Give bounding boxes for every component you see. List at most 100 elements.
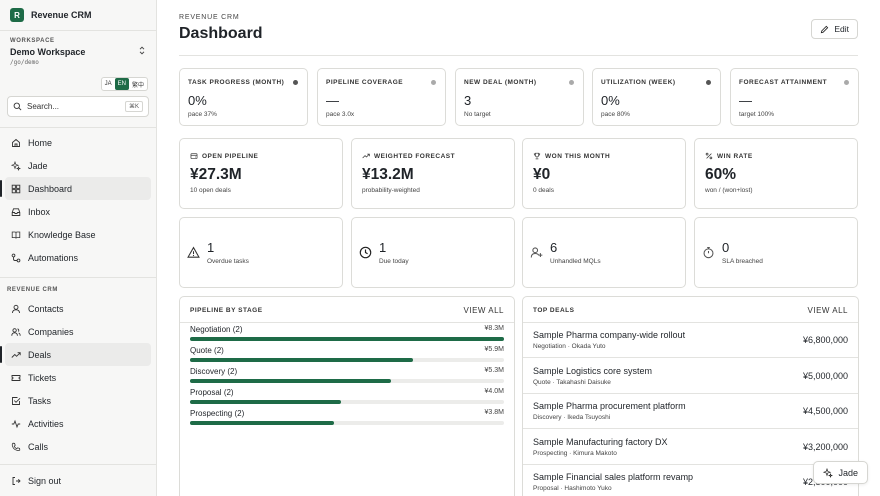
metric-value: 60% — [705, 166, 737, 183]
sidebar-item-label: Tickets — [28, 372, 57, 383]
sidebar-item-dashboard[interactable]: Dashboard — [0, 177, 151, 200]
sidebar-item-label: Tasks — [28, 395, 52, 406]
language-option[interactable]: JA — [104, 81, 112, 87]
metric-subtext: 0 deals — [533, 187, 554, 194]
metric-subtext: won / (won+lost) — [705, 187, 753, 194]
pipeline-stage-row[interactable]: Discovery (2) ¥5.3M — [190, 367, 504, 385]
sign-out-label: Sign out — [28, 475, 62, 486]
sidebar-item-deals[interactable]: Deals — [0, 343, 151, 366]
flow-icon — [11, 253, 21, 262]
sign-out-button[interactable]: Sign out — [0, 464, 156, 496]
percent-icon — [705, 152, 713, 160]
kpi-value: 0% — [601, 93, 620, 108]
stage-label: Quote — [190, 346, 212, 355]
panel-title: TOP DEALS — [533, 307, 575, 314]
assistant-button[interactable]: Jade — [813, 461, 868, 484]
kpi-value: 0% — [188, 93, 207, 108]
kpi-label: TASK PROGRESS (MONTH) — [188, 79, 285, 86]
user-icon — [12, 304, 20, 313]
metric-label-text: WON THIS MONTH — [545, 152, 611, 160]
inbox-icon — [11, 207, 21, 216]
alert-subtext: Unhandled MQLs — [550, 258, 601, 265]
search-input[interactable]: Search... — [27, 102, 60, 111]
kpi-value: 3 — [464, 93, 472, 108]
kpi-label: PIPELINE COVERAGE — [326, 79, 404, 86]
alert-card[interactable]: 1 Due today — [351, 217, 515, 288]
alert-card[interactable]: 0 SLA breached — [694, 217, 858, 288]
sidebar-item-contacts[interactable]: Contacts — [5, 297, 151, 320]
metric-value: ¥0 — [533, 166, 551, 183]
language-option[interactable]: EN — [114, 78, 129, 90]
sidebar-item-tasks[interactable]: Tasks — [5, 389, 151, 412]
pencil-icon — [821, 25, 829, 33]
alert-value: 1 — [207, 240, 215, 255]
sidebar-item-label: Jade — [28, 160, 48, 171]
book-icon — [11, 231, 21, 239]
sparkle-icon — [823, 467, 834, 478]
sidebar-item-activities[interactable]: Activities — [5, 412, 151, 435]
deal-amount: ¥3,200,000 — [802, 441, 848, 452]
search-box[interactable]: Search... ⌘K — [7, 96, 149, 117]
sidebar-item-jade[interactable]: Jade — [5, 154, 151, 177]
kpi-card: UTILIZATION (WEEK) 0% pace 80% — [592, 68, 721, 126]
workspace-switcher[interactable]: WORKSPACE Demo Workspace /go/demo — [0, 31, 156, 69]
search-icon — [13, 102, 22, 111]
sidebar-item-automations[interactable]: Automations — [5, 246, 151, 269]
assistant-label: Jade — [838, 467, 858, 478]
edit-button[interactable]: Edit — [811, 19, 858, 39]
status-dot — [706, 80, 711, 85]
workspace-label: WORKSPACE — [10, 38, 55, 44]
metric-label-text: OPEN PIPELINE — [202, 152, 259, 160]
pipeline-stage-row[interactable]: Proposal (2) ¥4.0M — [190, 388, 504, 406]
metric-label-text: WEIGHTED FORECAST — [374, 152, 456, 160]
wallet-icon — [190, 153, 198, 159]
panel-header: PIPELINE BY STAGE VIEW ALL — [180, 297, 514, 323]
pipeline-stage-row[interactable]: Negotiation (2) ¥8.3M — [190, 325, 504, 343]
stage-amount: ¥3.8M — [484, 409, 504, 416]
sidebar-item-home[interactable]: Home — [5, 131, 151, 154]
deal-row[interactable]: Sample Pharma procurement platform Discov… — [523, 394, 858, 429]
warning-icon — [187, 246, 200, 258]
stage-bar-fill — [190, 337, 504, 341]
language-option[interactable]: 繁中 — [131, 82, 144, 89]
stage-count: (2) — [223, 388, 234, 397]
metric-card: OPEN PIPELINE ¥27.3M 10 open deals — [179, 138, 343, 209]
logout-icon — [12, 476, 21, 485]
stage-count: (2) — [234, 409, 245, 418]
deal-row[interactable]: Sample Financial sales platform revamp Pr… — [523, 465, 858, 496]
trend-up-icon — [362, 153, 370, 159]
trophy-icon — [533, 152, 541, 160]
view-all-link[interactable]: VIEW ALL — [807, 306, 848, 315]
sidebar-item-knowledge-base[interactable]: Knowledge Base — [5, 223, 151, 246]
stage-bar-track — [190, 400, 504, 404]
deal-row[interactable]: Sample Logistics core system Quote · Taka… — [523, 359, 858, 394]
pipeline-stage-row[interactable]: Prospecting (2) ¥3.8M — [190, 409, 504, 427]
users-icon — [11, 327, 21, 336]
sidebar-item-companies[interactable]: Companies — [5, 320, 151, 343]
kpi-subtext: target 100% — [739, 111, 775, 118]
alert-card[interactable]: 6 Unhandled MQLs — [522, 217, 686, 288]
panel-title: PIPELINE BY STAGE — [190, 307, 263, 314]
metric-card: WEIGHTED FORECAST ¥13.2M probability-weigh… — [351, 138, 515, 209]
alert-card[interactable]: 1 Overdue tasks — [179, 217, 343, 288]
pipeline-stage-row[interactable]: Quote (2) ¥5.9M — [190, 346, 504, 364]
deal-row[interactable]: Sample Pharma company-wide rollout Negoti… — [523, 323, 858, 358]
status-dot — [844, 80, 849, 85]
deal-row[interactable]: Sample Manufacturing factory DX Prospecti… — [523, 430, 858, 465]
sidebar-item-inbox[interactable]: Inbox — [5, 200, 151, 223]
sidebar-item-label: Activities — [28, 418, 64, 429]
workspace-name: Demo Workspace — [10, 47, 86, 57]
kpi-label: FORECAST ATTAINMENT — [739, 79, 828, 86]
sidebar-item-calls[interactable]: Calls — [5, 435, 151, 458]
view-all-link[interactable]: VIEW ALL — [463, 306, 504, 315]
deal-name: Sample Manufacturing factory DX — [533, 436, 668, 447]
stage-name: Proposal (2) — [190, 388, 234, 397]
stage-count: (2) — [227, 367, 238, 376]
sidebar: R Revenue CRM WORKSPACE Demo Workspace /… — [0, 0, 157, 496]
stage-count: (2) — [214, 346, 224, 355]
ticket-icon — [11, 374, 21, 381]
deal-meta: Prospecting · Kimura Makoto — [533, 449, 617, 457]
brand[interactable]: R Revenue CRM — [0, 0, 156, 31]
sidebar-item-tickets[interactable]: Tickets — [5, 366, 151, 389]
stage-name: Discovery (2) — [190, 367, 237, 376]
